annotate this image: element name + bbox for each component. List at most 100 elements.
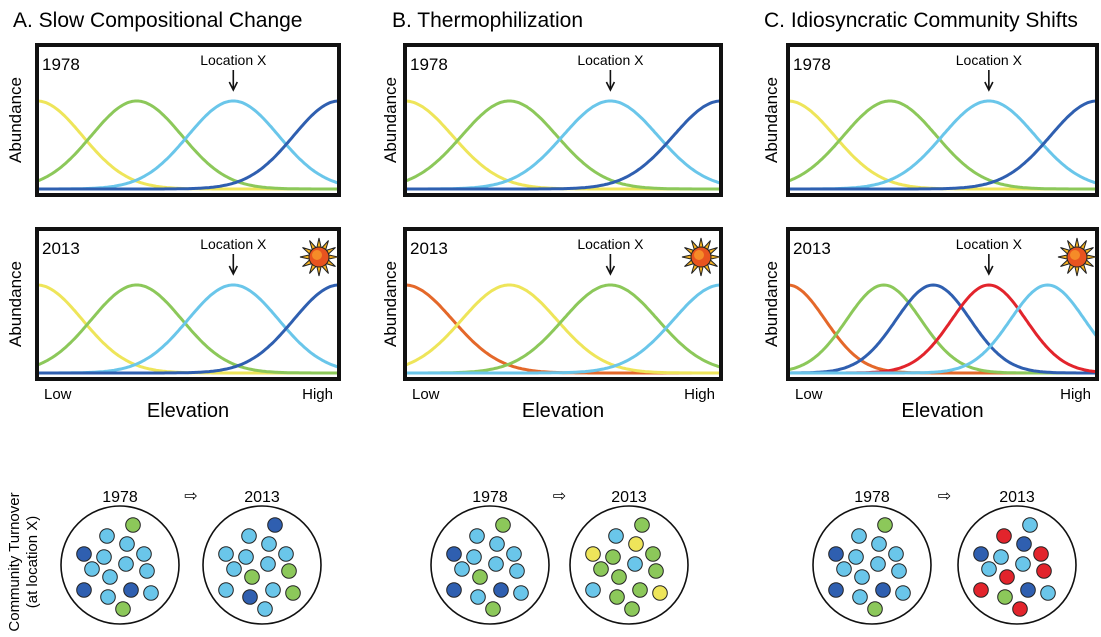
- community-year-after: 2013: [244, 489, 280, 506]
- panel-title-c: C. Idiosyncratic Community Shifts: [764, 9, 1078, 32]
- community-boundary: [430, 505, 550, 625]
- species-dot-lightblue: [870, 556, 886, 572]
- species-dot-red: [996, 528, 1012, 544]
- species-dot-darkblue: [242, 589, 258, 605]
- species-dot-lightblue: [260, 556, 276, 572]
- species-dot-green: [609, 589, 625, 605]
- plot-year-label: 1978: [410, 55, 448, 74]
- x-axis-high-label: High: [302, 386, 333, 403]
- plot-b-1978: 1978 Location X Abundance: [381, 43, 723, 197]
- y-axis-label: Abundance: [762, 261, 781, 347]
- species-dot-darkblue: [1020, 582, 1036, 598]
- location-x-arrow-head: [228, 265, 239, 276]
- y-axis-label: Abundance: [762, 77, 781, 163]
- species-dot-darkblue: [446, 546, 462, 562]
- species-dot-lightblue: [871, 536, 887, 552]
- sun-highlight: [1070, 250, 1080, 260]
- x-axis-label: Elevation: [147, 400, 229, 422]
- plot-frame: [786, 43, 1099, 197]
- species-dot-lightblue: [1022, 517, 1038, 533]
- abundance-curve-green: [788, 99, 1097, 191]
- species-dot-lightblue: [848, 549, 864, 565]
- sun-highlight: [694, 250, 704, 260]
- plot-year-label: 1978: [793, 55, 831, 74]
- species-dot-lightblue: [238, 549, 254, 565]
- species-dot-lightblue: [506, 546, 522, 562]
- curves: [788, 283, 1097, 375]
- abundance-curve-red: [788, 283, 1097, 375]
- species-dot-red: [1036, 563, 1052, 579]
- abundance-curve-green: [37, 99, 339, 191]
- community-boundary: [60, 505, 180, 625]
- species-dot-darkblue: [493, 582, 509, 598]
- x-axis-label: Elevation: [901, 400, 983, 422]
- x-axis-high-label: High: [1060, 386, 1091, 403]
- species-dot-red: [1033, 546, 1049, 562]
- turnover-arrow-icon: ⇨: [938, 488, 951, 505]
- sun-icon: [299, 237, 339, 277]
- species-dot-green: [244, 569, 260, 585]
- species-dot-lightblue: [136, 546, 152, 562]
- species-dot-lightblue: [261, 536, 277, 552]
- species-dot-lightblue: [851, 528, 867, 544]
- species-dot-lightblue: [854, 569, 870, 585]
- plot-frame: [403, 227, 723, 381]
- species-dot-green: [634, 517, 650, 533]
- location-x-arrow-head: [605, 265, 616, 276]
- species-dot-lightblue: [608, 528, 624, 544]
- location-x-label: Location X: [200, 52, 267, 68]
- species-dot-lightblue: [265, 582, 281, 598]
- species-dot-lightblue: [143, 585, 159, 601]
- plot-frame: [35, 227, 341, 381]
- y-axis-label: Abundance: [6, 261, 25, 347]
- plot-year-label: 2013: [793, 239, 831, 258]
- species-dot-lightblue: [100, 589, 116, 605]
- community-turnover-a: 1978 2013 ⇨: [60, 488, 322, 625]
- species-dot-green: [624, 601, 640, 617]
- species-dot-darkblue: [1016, 536, 1032, 552]
- species-dot-lightblue: [469, 528, 485, 544]
- species-dot-darkblue: [446, 582, 462, 598]
- plot-frame: [35, 43, 341, 197]
- species-dot-lightblue: [1015, 556, 1031, 572]
- species-dot-lightblue: [226, 561, 242, 577]
- species-dot-lightblue: [102, 569, 118, 585]
- abundance-curve-darkblue: [788, 99, 1097, 191]
- community-boundary: [202, 505, 322, 625]
- panels-layer: A. Slow Compositional Change 1978 Location…: [6, 9, 1099, 625]
- curves: [788, 99, 1097, 191]
- curves: [37, 99, 339, 191]
- plot-a-2013: 2013 Location X Abundance: [6, 227, 341, 381]
- species-dot-green: [495, 517, 511, 533]
- location-x-label: Location X: [577, 236, 644, 252]
- community-before: [60, 505, 180, 625]
- community-after: [202, 505, 322, 625]
- x-axis-label: Elevation: [522, 400, 604, 422]
- community-turnover-label-line2: (at location X): [24, 516, 41, 609]
- x-axis-low-label: Low: [412, 386, 440, 403]
- curves: [405, 99, 721, 191]
- species-dot-darkblue: [828, 546, 844, 562]
- species-dot-green: [115, 601, 131, 617]
- species-dot-yellow: [585, 546, 601, 562]
- species-dot-lightblue: [836, 561, 852, 577]
- species-dot-lightblue: [895, 585, 911, 601]
- x-axis-high-label: High: [684, 386, 715, 403]
- species-dot-lightblue: [84, 561, 100, 577]
- community-year-before: 1978: [472, 489, 508, 506]
- abundance-curve-green: [788, 283, 1097, 375]
- y-axis-label: Abundance: [381, 77, 400, 163]
- species-dot-lightblue: [509, 563, 525, 579]
- plot-c-2013: 2013 Location X Abundance: [762, 227, 1099, 381]
- species-dot-darkblue: [875, 582, 891, 598]
- community-before: [812, 505, 932, 625]
- location-x-arrow-head: [605, 81, 616, 92]
- abundance-curve-green: [405, 99, 721, 191]
- abundance-curve-darkblue: [37, 283, 339, 375]
- species-dot-green: [281, 563, 297, 579]
- curves: [37, 283, 339, 375]
- y-axis-label: Abundance: [381, 261, 400, 347]
- y-axis-label: Abundance: [6, 77, 25, 163]
- abundance-curve-darkblue: [405, 99, 721, 191]
